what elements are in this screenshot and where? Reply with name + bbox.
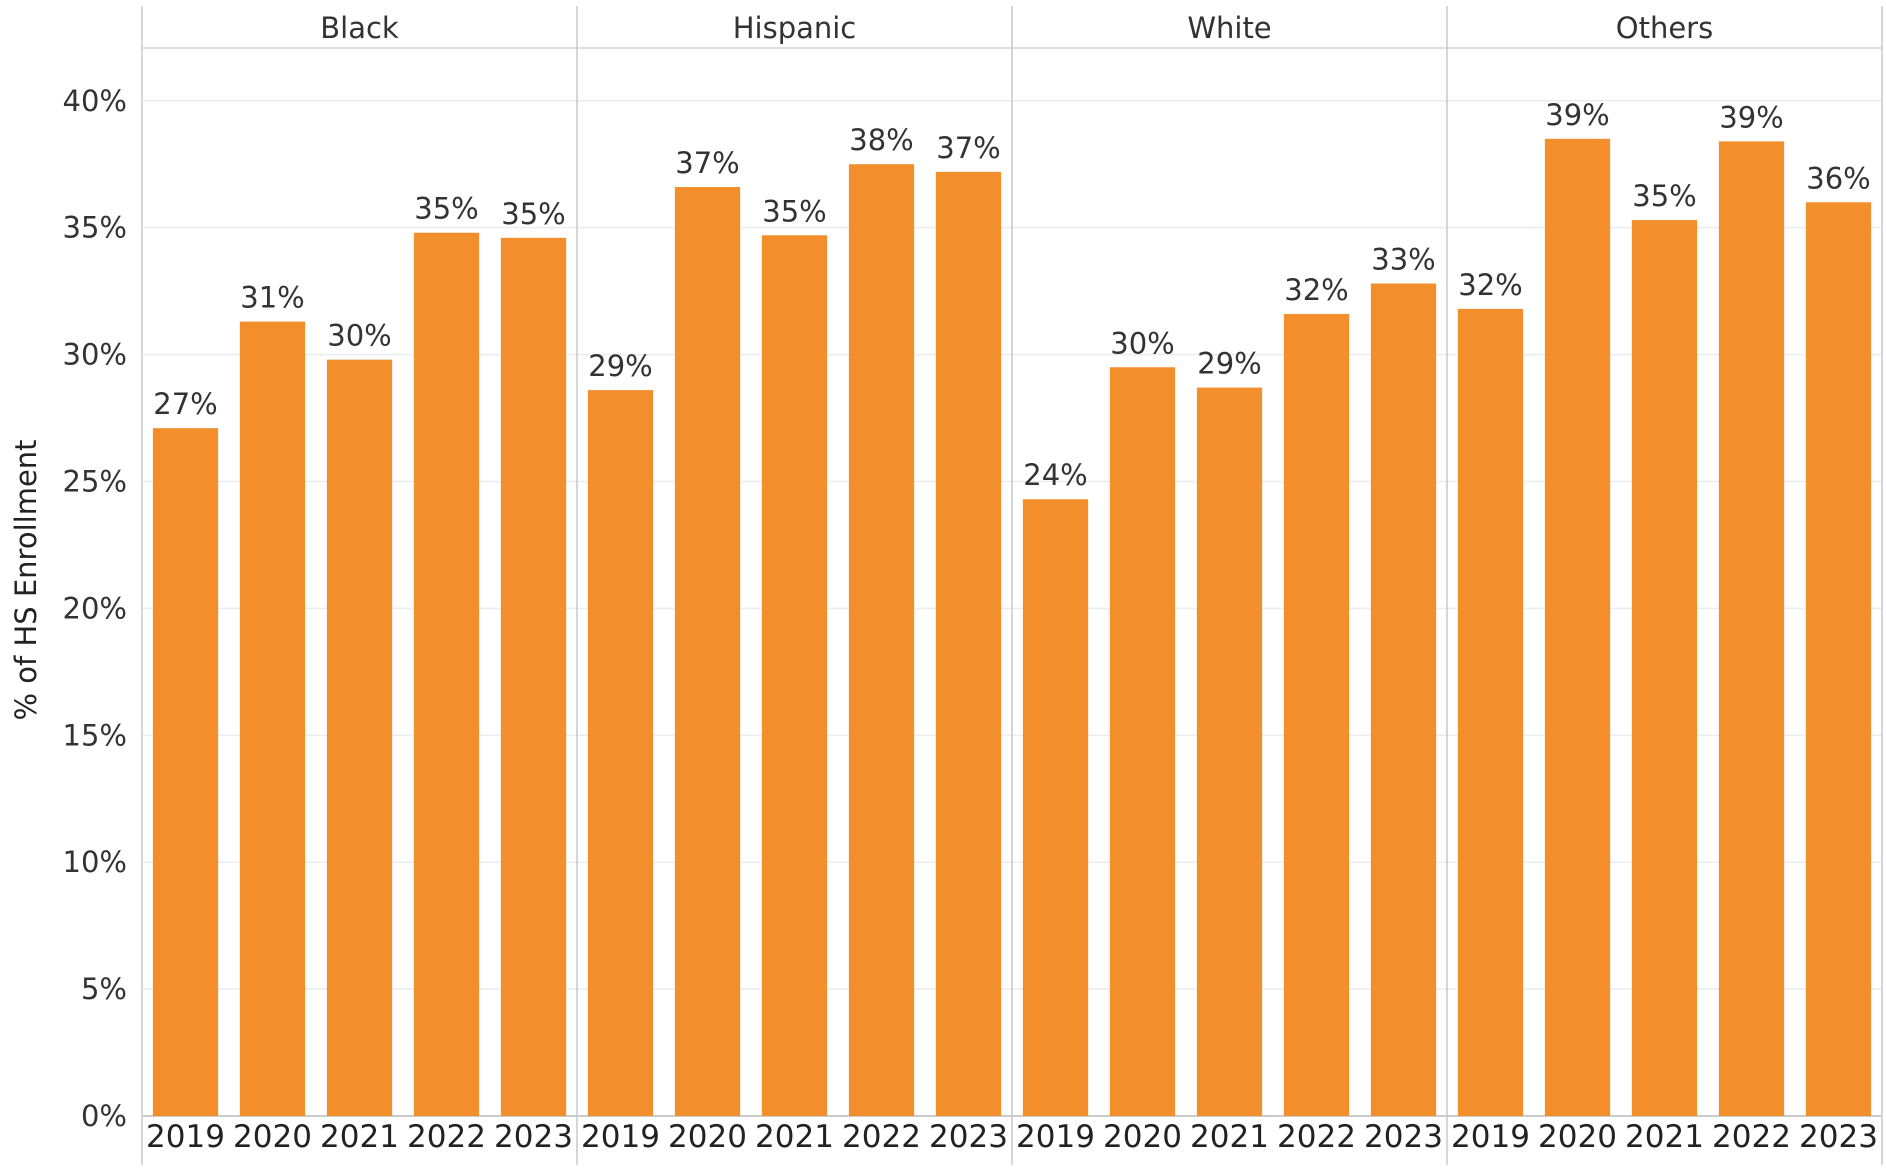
- x-tick-label: 2020: [1538, 1119, 1617, 1155]
- data-label: 33%: [1371, 243, 1435, 277]
- bar: [240, 322, 305, 1116]
- x-tick-label: 2019: [1451, 1119, 1530, 1155]
- bar: [1719, 141, 1784, 1116]
- x-tick-label: 2019: [1016, 1119, 1095, 1155]
- x-tick-label: 2021: [320, 1119, 399, 1155]
- panel-label: Others: [1616, 11, 1713, 45]
- y-tick-label: 5%: [81, 972, 127, 1006]
- y-tick-label: 10%: [63, 845, 127, 879]
- data-label: 36%: [1806, 161, 1870, 195]
- bar: [501, 238, 566, 1116]
- data-label: 38%: [849, 123, 913, 157]
- bar: [1284, 314, 1349, 1116]
- x-tick-label: 2022: [1277, 1119, 1356, 1155]
- y-tick-label: 0%: [81, 1099, 127, 1133]
- x-tick-label: 2020: [1103, 1119, 1182, 1155]
- data-label: 39%: [1545, 98, 1609, 132]
- x-tick-label: 2023: [1799, 1119, 1878, 1155]
- bar: [849, 164, 914, 1116]
- data-label: 35%: [762, 194, 826, 228]
- panel-label: White: [1187, 11, 1271, 45]
- bar: [153, 428, 218, 1116]
- bar: [1197, 388, 1262, 1116]
- x-tick-label: 2021: [1625, 1119, 1704, 1155]
- bar: [1371, 284, 1436, 1116]
- data-label: 30%: [1110, 326, 1174, 360]
- x-tick-label: 2021: [755, 1119, 834, 1155]
- x-tick-label: 2020: [668, 1119, 747, 1155]
- bar: [1806, 202, 1871, 1116]
- x-tick-label: 2020: [233, 1119, 312, 1155]
- y-tick-label: 40%: [63, 84, 127, 118]
- x-tick-label: 2022: [842, 1119, 921, 1155]
- data-label: 27%: [153, 387, 217, 421]
- y-tick-label: 35%: [63, 211, 127, 245]
- panel-label: Black: [320, 11, 399, 45]
- data-label: 31%: [240, 281, 304, 315]
- bar: [1458, 309, 1523, 1116]
- panel-frames: Black Hispanic White Others: [142, 6, 1882, 1165]
- y-axis-title: % of HS Enrollment: [9, 439, 43, 720]
- data-label: 24%: [1023, 458, 1087, 492]
- data-label: 35%: [501, 197, 565, 231]
- y-tick-label: 25%: [63, 464, 127, 498]
- x-tick-label: 2023: [929, 1119, 1008, 1155]
- x-tick-label: 2021: [1190, 1119, 1269, 1155]
- bar: [414, 233, 479, 1116]
- data-label: 35%: [414, 192, 478, 226]
- bar: [588, 390, 653, 1116]
- data-label: 32%: [1458, 268, 1522, 302]
- data-label: 37%: [675, 146, 739, 180]
- x-tick-label: 2022: [1712, 1119, 1791, 1155]
- data-label: 32%: [1284, 273, 1348, 307]
- bar: [675, 187, 740, 1116]
- bar: [1632, 220, 1697, 1116]
- y-tick-label: 15%: [63, 718, 127, 752]
- panel-label: Hispanic: [733, 11, 857, 45]
- x-tick-label: 2019: [146, 1119, 225, 1155]
- y-axis: 0% 5% 10% 15% 20% 25% 30% 35% 40%: [63, 84, 127, 1133]
- data-label: 29%: [1197, 347, 1261, 381]
- bar: [762, 235, 827, 1116]
- bar: [936, 172, 1001, 1116]
- data-label: 35%: [1632, 179, 1696, 213]
- data-label: 37%: [936, 131, 1000, 165]
- x-tick-label: 2019: [581, 1119, 660, 1155]
- data-label: 30%: [327, 319, 391, 353]
- y-tick-label: 20%: [63, 591, 127, 625]
- bar: [1545, 139, 1610, 1116]
- bar: [327, 360, 392, 1116]
- x-tick-label: 2023: [1364, 1119, 1443, 1155]
- x-tick-label: 2023: [494, 1119, 573, 1155]
- data-label: 39%: [1719, 100, 1783, 134]
- bar: [1023, 499, 1088, 1116]
- bar: [1110, 367, 1175, 1116]
- data-label: 29%: [588, 349, 652, 383]
- x-tick-label: 2022: [407, 1119, 486, 1155]
- y-tick-label: 30%: [63, 338, 127, 372]
